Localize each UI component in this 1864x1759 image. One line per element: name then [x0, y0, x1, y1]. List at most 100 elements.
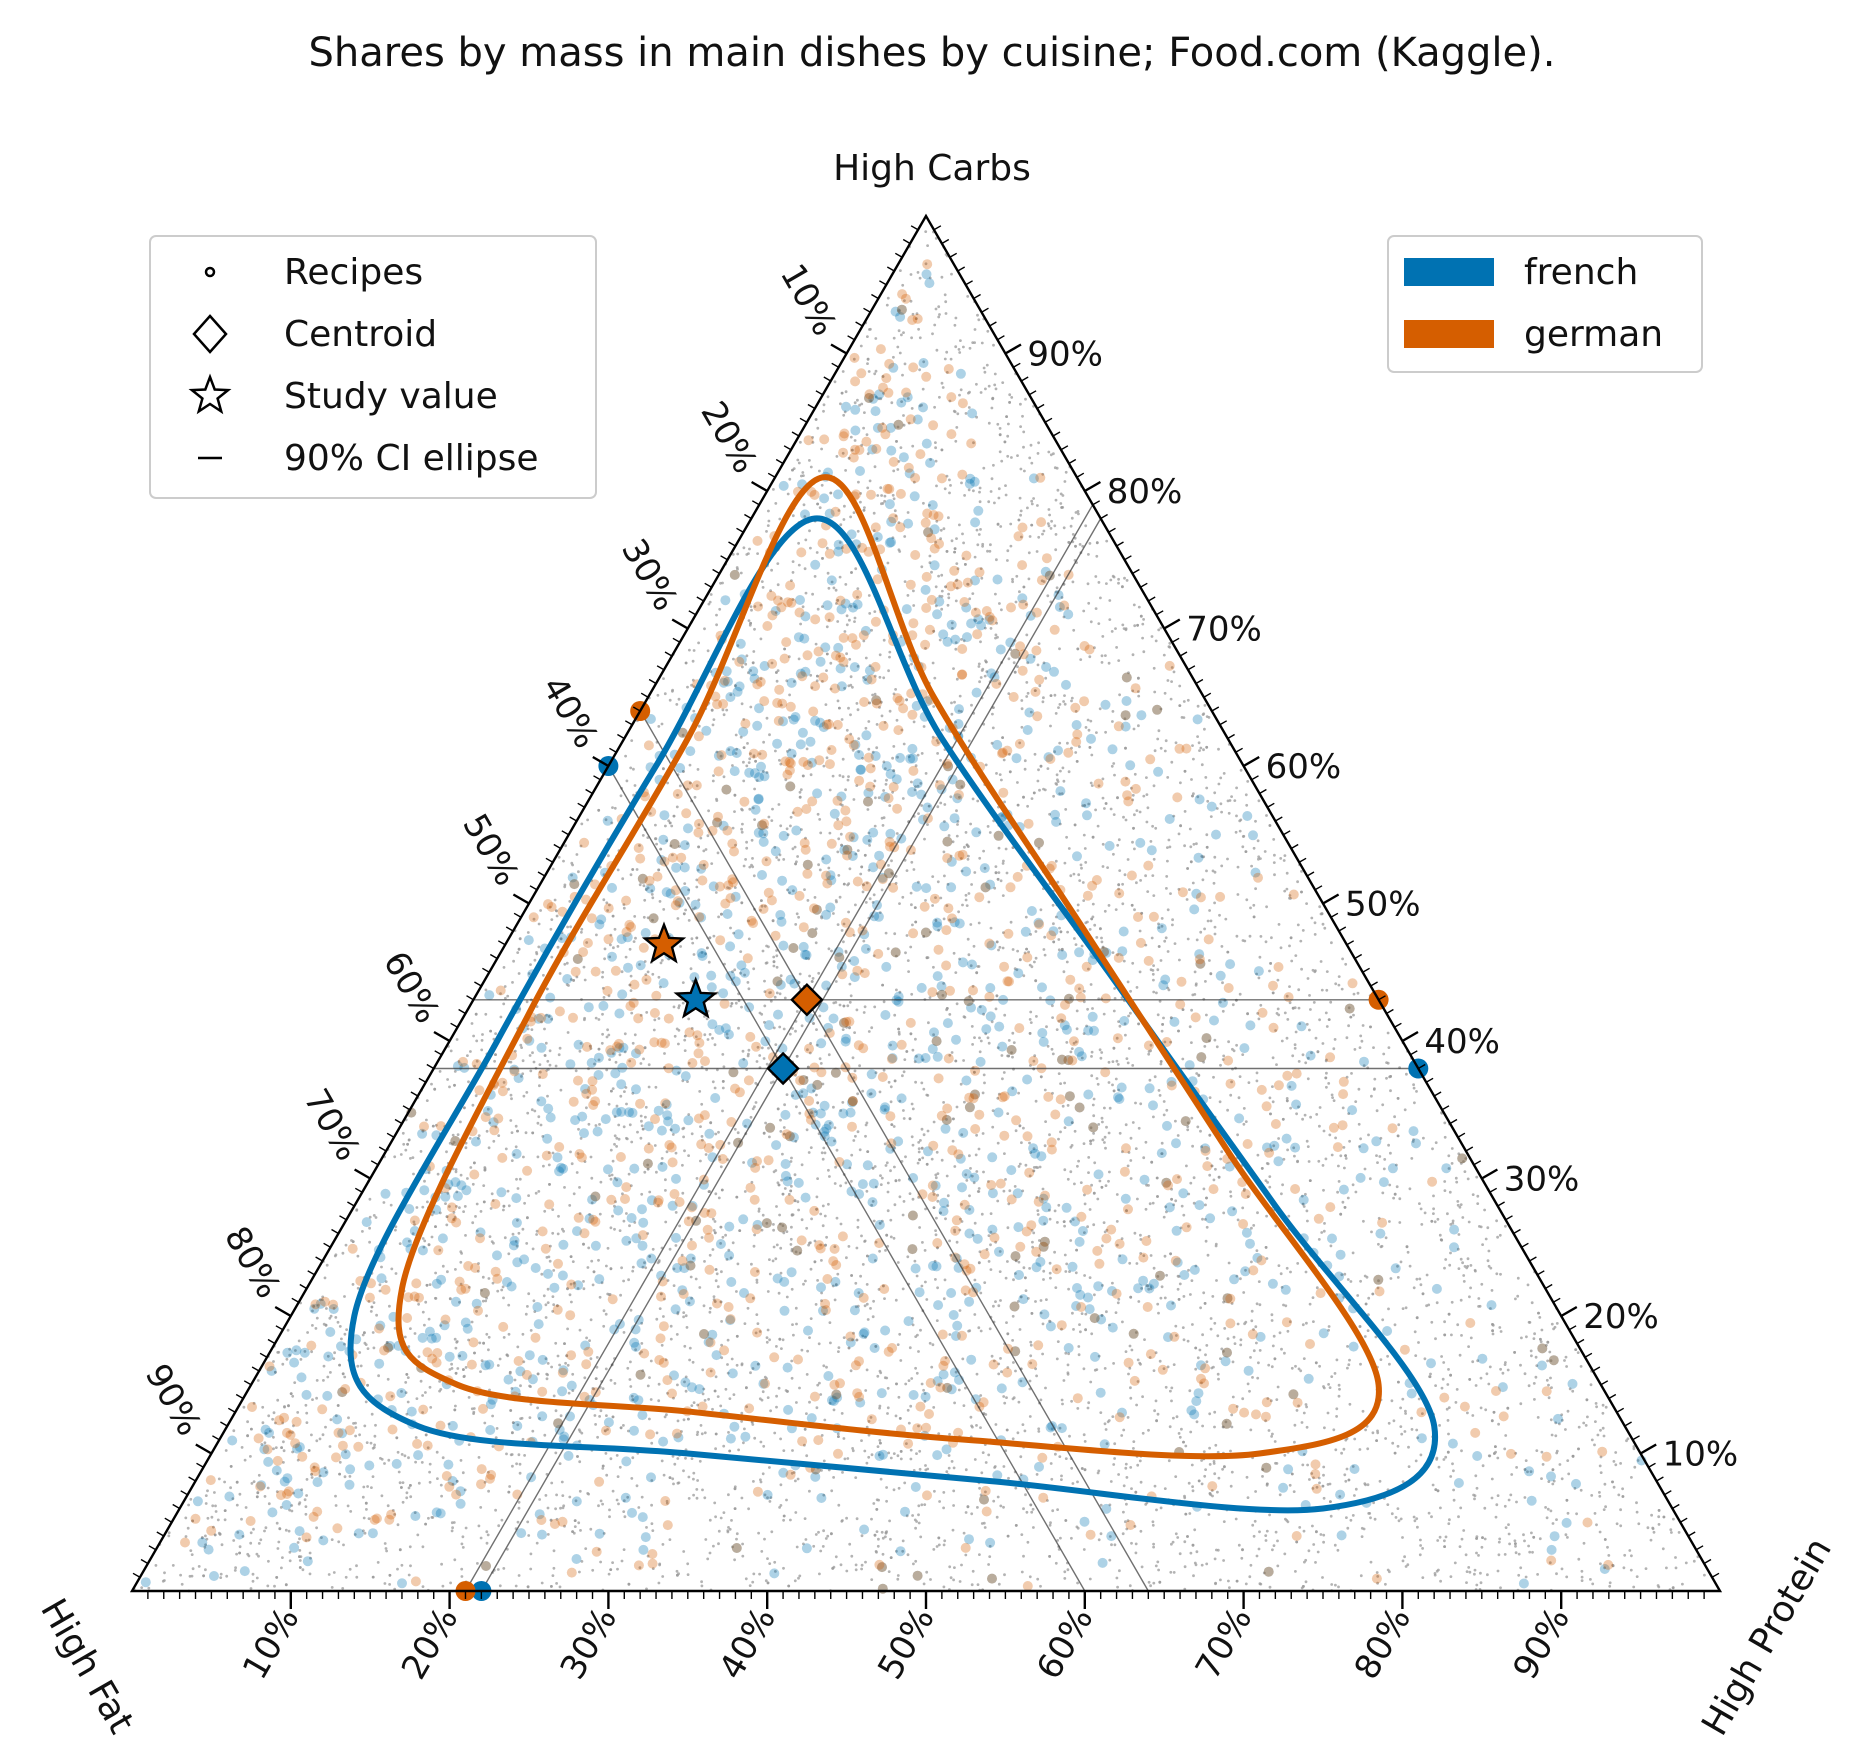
background-point — [1421, 1547, 1424, 1550]
background-point — [793, 845, 797, 849]
background-point — [467, 1080, 470, 1084]
background-point — [1049, 724, 1052, 728]
background-point — [484, 988, 488, 992]
background-point — [1016, 781, 1019, 784]
background-point — [940, 595, 944, 598]
background-point — [1277, 1137, 1280, 1140]
background-point — [1111, 710, 1115, 713]
background-point — [653, 1018, 657, 1022]
background-point — [782, 858, 786, 861]
background-point — [1009, 544, 1013, 548]
background-point — [855, 1517, 859, 1521]
background-point — [975, 1170, 979, 1173]
background-point — [895, 954, 898, 958]
background-point — [1319, 1533, 1323, 1536]
background-point — [960, 638, 963, 641]
background-point — [1191, 1489, 1195, 1493]
background-point — [563, 962, 567, 966]
background-point — [454, 1346, 458, 1350]
background-point — [887, 1451, 891, 1455]
background-point — [1004, 493, 1008, 497]
background-point — [1134, 1147, 1138, 1150]
background-point — [756, 1045, 760, 1049]
background-point — [750, 838, 754, 842]
background-point — [1151, 972, 1155, 976]
background-point — [648, 812, 652, 815]
background-point — [892, 1236, 896, 1240]
background-point — [287, 1529, 291, 1533]
background-point — [547, 1151, 551, 1154]
background-point — [906, 1553, 910, 1557]
background-point — [1261, 1475, 1264, 1478]
background-point — [790, 1376, 794, 1380]
background-point — [298, 1501, 302, 1504]
background-point — [906, 1255, 910, 1259]
background-point — [791, 1323, 794, 1326]
background-point — [1245, 898, 1249, 902]
background-point — [1630, 1476, 1633, 1479]
background-point — [1063, 1577, 1067, 1580]
background-point — [1145, 820, 1149, 824]
background-point — [884, 931, 888, 935]
background-point — [1322, 1229, 1326, 1233]
background-point — [818, 506, 822, 510]
background-point — [1471, 1414, 1475, 1417]
background-point — [1170, 1399, 1173, 1403]
background-point — [850, 836, 854, 840]
background-point — [1003, 1573, 1006, 1577]
background-point — [924, 1468, 928, 1472]
background-point — [1134, 1101, 1137, 1105]
background-point — [747, 619, 751, 622]
background-point — [946, 882, 950, 886]
background-point — [348, 1475, 352, 1478]
background-point — [1194, 982, 1198, 986]
background-point — [1084, 726, 1088, 729]
background-point — [676, 1419, 680, 1423]
background-point — [400, 1453, 404, 1456]
background-point — [845, 614, 849, 618]
background-point — [229, 1486, 233, 1490]
background-point — [878, 653, 882, 657]
background-point — [554, 1341, 558, 1345]
background-point — [1473, 1497, 1476, 1501]
background-point — [502, 1208, 505, 1212]
background-point — [249, 1541, 253, 1545]
background-point — [602, 1532, 606, 1535]
background-point — [497, 1524, 501, 1528]
background-point — [739, 735, 743, 739]
background-point — [977, 1147, 981, 1151]
background-point — [1514, 1297, 1517, 1301]
background-point — [722, 713, 726, 717]
background-point — [267, 1502, 271, 1506]
background-point — [417, 1355, 421, 1358]
background-point — [1376, 1286, 1380, 1290]
background-point — [640, 1321, 644, 1325]
background-point — [1215, 1279, 1218, 1282]
background-point — [1051, 1052, 1055, 1056]
background-point — [529, 1329, 533, 1332]
background-point — [779, 1130, 783, 1133]
background-point — [1348, 1402, 1352, 1406]
background-point — [914, 1526, 917, 1530]
background-point — [546, 1506, 550, 1510]
background-point — [862, 1011, 866, 1014]
background-point — [1041, 1187, 1045, 1191]
background-point — [681, 733, 685, 737]
background-point — [704, 848, 708, 851]
background-point — [696, 1430, 700, 1434]
background-point — [1163, 939, 1167, 943]
background-point — [1190, 1279, 1194, 1282]
background-point — [989, 627, 993, 630]
background-point — [546, 1094, 549, 1098]
background-point — [1142, 794, 1146, 798]
background-point — [898, 1099, 902, 1103]
background-point — [348, 1567, 352, 1571]
background-point — [359, 1364, 363, 1368]
background-point — [1606, 1545, 1609, 1549]
background-point — [1069, 1050, 1073, 1054]
background-point — [1118, 1569, 1121, 1573]
background-point — [1082, 1032, 1086, 1035]
background-point — [409, 1564, 412, 1568]
background-point — [1358, 1046, 1362, 1049]
background-point — [1334, 1583, 1337, 1587]
